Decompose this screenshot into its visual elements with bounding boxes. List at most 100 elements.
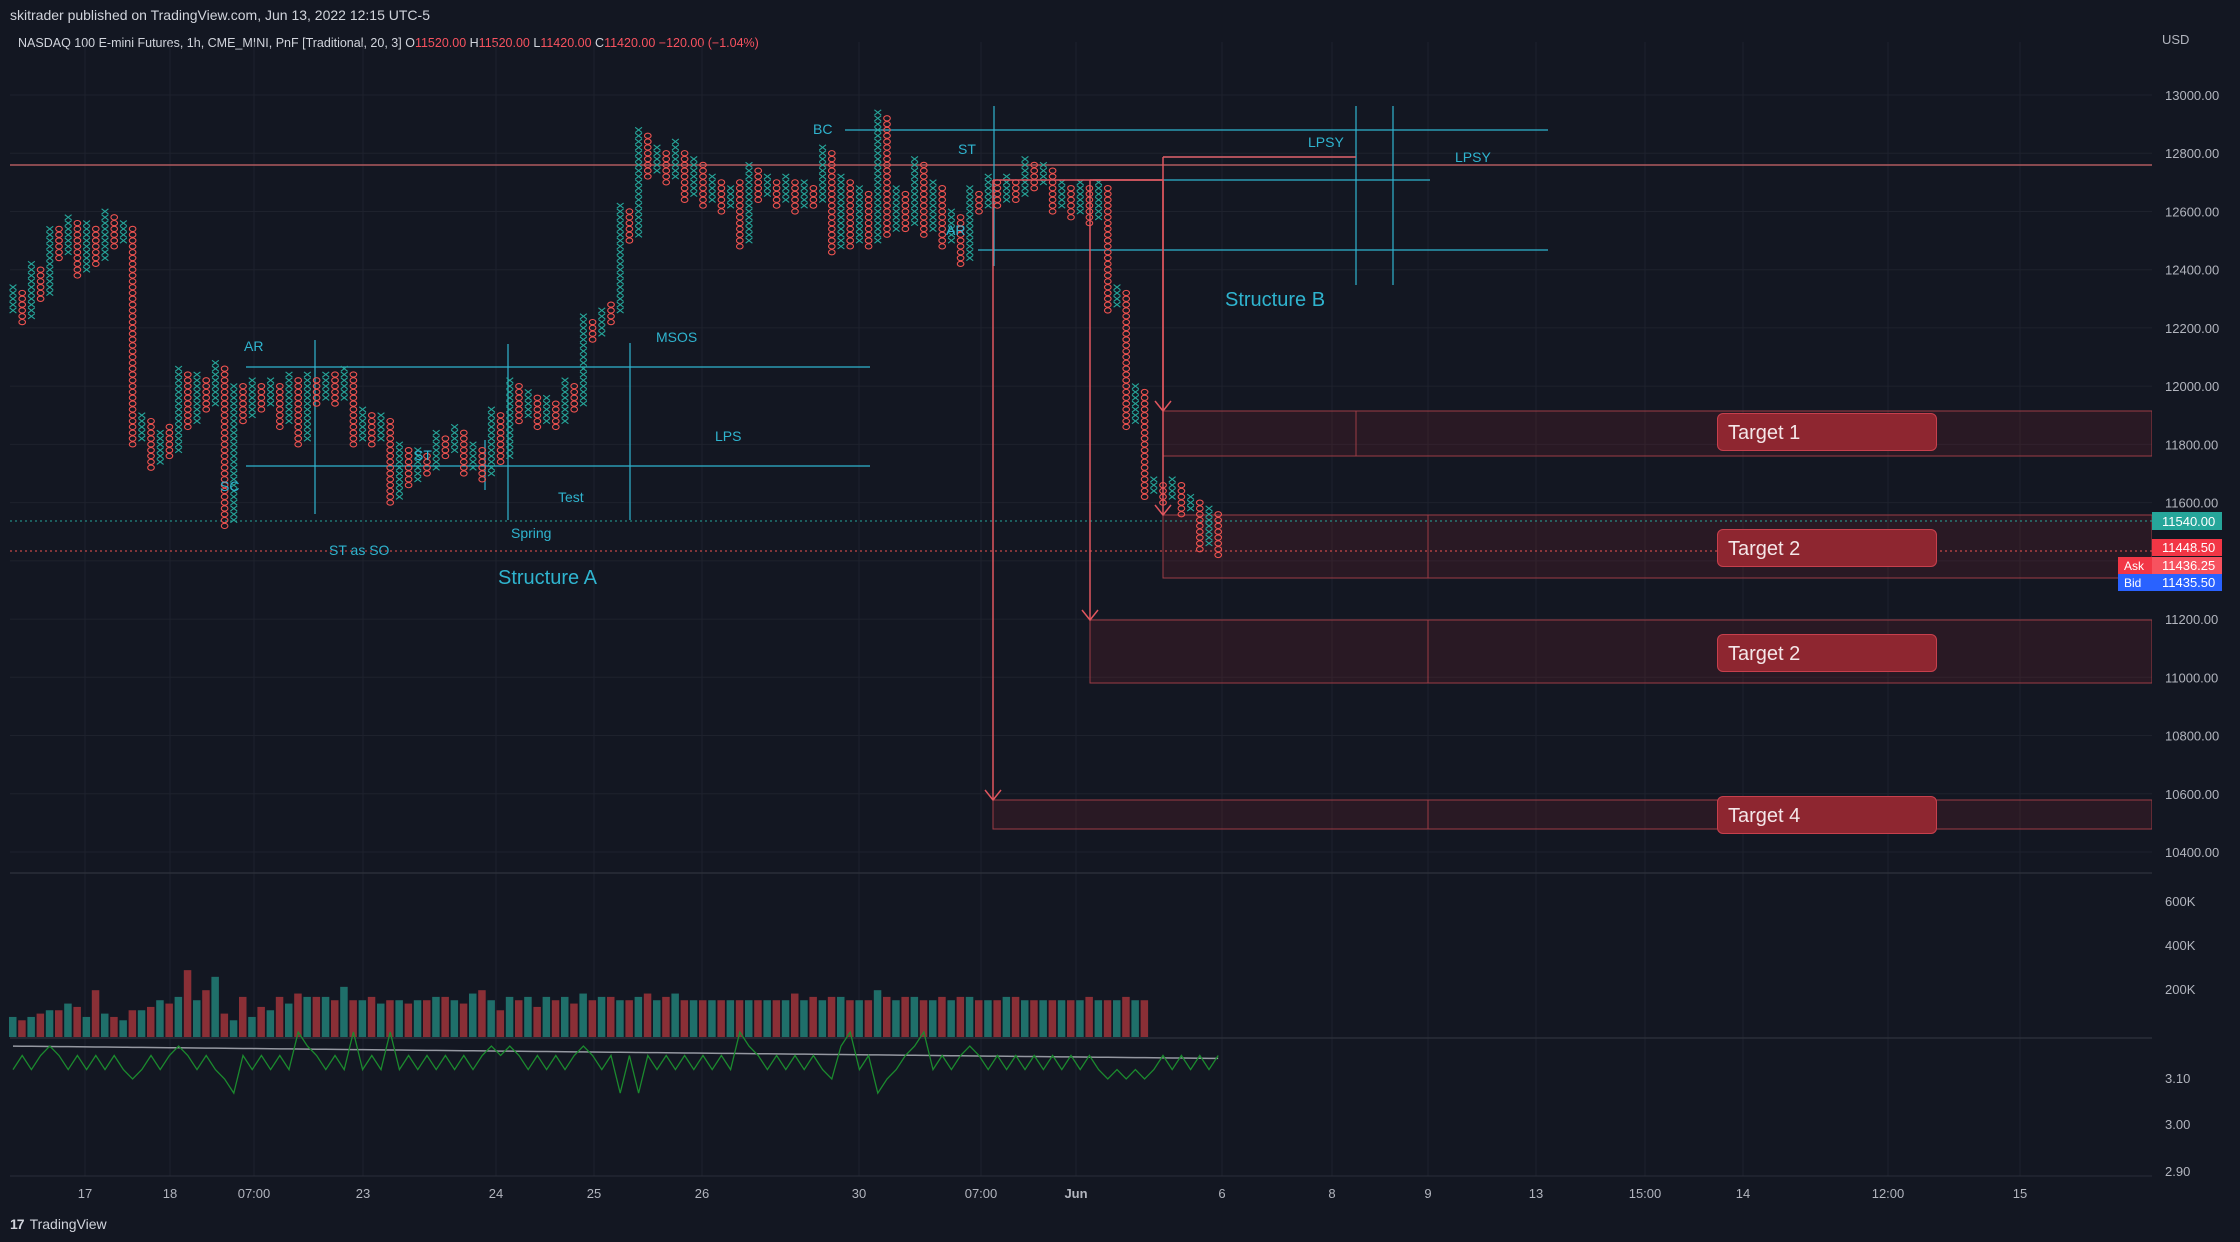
pnf-o-mark	[680, 161, 689, 169]
pnf-o-mark	[846, 185, 855, 192]
pnf-x-mark	[1094, 185, 1103, 192]
pnf-x-mark	[561, 400, 569, 407]
pnf-o-mark	[367, 417, 376, 425]
volume-bar	[404, 1003, 413, 1037]
price-axis[interactable]: 13000.00 12800.00 12600.00 12400.00 12200.00…	[2165, 88, 2219, 860]
pnf-x-mark	[64, 225, 72, 232]
pnf-x-mark	[230, 394, 238, 401]
pnf-o-mark	[1122, 412, 1131, 419]
pnf-x-mark	[27, 295, 36, 302]
pnf-o-mark	[275, 406, 284, 413]
pnf-x-mark	[432, 441, 440, 448]
pnf-o-mark	[220, 377, 229, 384]
price-tick-label: 10600.00	[2165, 787, 2219, 802]
pnf-x-mark	[634, 190, 643, 198]
pnf-o-mark	[36, 272, 45, 279]
pnf-o-mark	[478, 476, 487, 483]
pnf-x-mark	[837, 196, 845, 203]
open-key: O	[405, 36, 415, 50]
tradingview-brand[interactable]: 17 TradingView	[10, 1216, 107, 1232]
pnf-x-mark	[874, 167, 882, 174]
pnf-o-mark	[1122, 307, 1131, 314]
pnf-x-mark	[745, 231, 753, 238]
volume-bar	[395, 1000, 403, 1037]
pnf-x-mark	[579, 330, 588, 337]
pnf-x-mark	[1021, 167, 1029, 174]
pnf-x-mark	[1131, 400, 1140, 407]
pnf-x-mark	[487, 435, 496, 442]
pnf-o-mark	[220, 388, 229, 396]
chart-canvas[interactable]: AR SC ST ST as SO Spring Test MSOS LPS B…	[0, 0, 2240, 1206]
pnf-o-column	[883, 115, 891, 238]
pnf-x-mark	[1021, 156, 1029, 163]
target-2-label[interactable]: Target 2	[1717, 529, 1937, 567]
pnf-x-mark	[726, 190, 735, 198]
pnf-o-mark	[1122, 406, 1131, 413]
target-zone	[1089, 619, 2153, 684]
pnf-x-mark	[874, 150, 882, 157]
time-tick-label: 25	[587, 1186, 601, 1201]
volume-bar	[340, 986, 348, 1037]
pnf-x-mark	[303, 388, 312, 396]
pnf-x-mark	[506, 429, 514, 436]
pnf-x-column	[1002, 173, 1011, 203]
pnf-o-mark	[55, 243, 63, 250]
pnf-x-mark	[1076, 202, 1084, 209]
time-axis[interactable]: 17 18 07:00 23 24 25 26 30 07:00 Jun 6 8 9 13 15:00 14 1…	[78, 1186, 2027, 1201]
pnf-x-mark	[966, 243, 974, 250]
pnf-x-mark	[1131, 406, 1140, 413]
pnf-o-mark	[680, 173, 689, 180]
pnf-x-mark	[1186, 493, 1195, 500]
pnf-x-mark	[708, 173, 716, 180]
pnf-o-mark	[367, 412, 376, 419]
volume-bar	[579, 993, 587, 1037]
volume-bar	[128, 1010, 137, 1037]
pnf-x-mark	[1094, 196, 1103, 203]
pnf-o-mark	[349, 406, 358, 413]
pnf-o-mark	[128, 388, 137, 396]
pnf-o-mark	[294, 406, 303, 413]
pnf-o-mark	[1214, 511, 1223, 518]
pnf-o-mark	[128, 342, 137, 349]
pnf-o-column	[386, 417, 395, 506]
pnf-x-mark	[358, 412, 367, 419]
pnf-o-mark	[735, 190, 744, 198]
pnf-x-column	[450, 423, 459, 454]
target-4-label[interactable]: Target 4	[1717, 796, 1937, 834]
pnf-o-mark	[1195, 516, 1204, 524]
pnf-x-mark	[579, 377, 588, 384]
pnf-o-column	[367, 412, 376, 448]
pnf-x-mark	[690, 179, 698, 186]
pnf-x-mark	[855, 220, 864, 227]
pnf-o-mark	[220, 406, 229, 413]
pnf-x-mark	[782, 196, 790, 203]
target-3-label[interactable]: Target 2	[1717, 634, 1937, 672]
pnf-x-mark	[506, 377, 514, 384]
pnf-o-mark	[183, 423, 192, 431]
pnf-o-mark	[699, 167, 707, 174]
pnf-x-mark	[138, 429, 146, 436]
pnf-o-mark	[202, 377, 211, 384]
close-price-tag-bg	[2152, 539, 2222, 556]
pnf-o-mark	[128, 406, 137, 413]
pnf-o-mark	[938, 208, 947, 215]
pnf-o-mark	[478, 458, 487, 466]
pnf-o-column	[1067, 185, 1075, 221]
pnf-x-mark	[1002, 190, 1011, 198]
pnf-x-mark	[818, 185, 827, 192]
pnf-o-mark	[1140, 441, 1149, 448]
pnf-o-mark	[220, 476, 229, 483]
target-1-label[interactable]: Target 1	[1717, 413, 1937, 451]
pnf-o-mark	[1177, 481, 1186, 489]
pnf-x-mark	[579, 359, 588, 366]
pnf-o-mark	[257, 406, 266, 413]
pnf-o-mark	[883, 225, 891, 233]
pnf-o-mark	[864, 225, 873, 233]
pnf-x-mark	[340, 371, 348, 378]
pnf-x-mark	[101, 231, 109, 238]
pnf-o-mark	[220, 522, 229, 530]
pnf-o-mark	[128, 278, 137, 285]
symbol-legend[interactable]: NASDAQ 100 E-mini Futures, 1h, CME_MINI,…	[18, 36, 759, 50]
pnf-o-mark	[147, 435, 155, 442]
pnf-x-mark	[524, 388, 532, 396]
